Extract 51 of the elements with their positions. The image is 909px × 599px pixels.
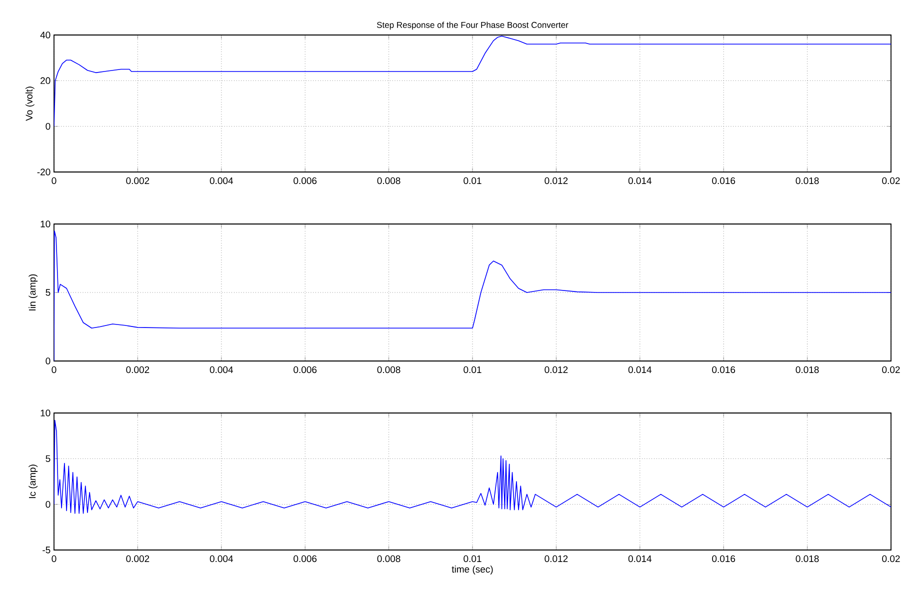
y-axis-title: Iin (amp) <box>28 274 38 310</box>
x-tick-label: 0.002 <box>126 366 150 374</box>
x-tick-label: 0.016 <box>712 555 736 562</box>
x-tick-label: 0.014 <box>628 177 652 184</box>
x-tick-label: 0.004 <box>210 366 234 374</box>
y-tick-label: 0 <box>46 500 50 508</box>
x-tick-label: 0.012 <box>544 366 568 374</box>
x-tick-label: 0.01 <box>464 177 482 184</box>
y-tick-label: 10 <box>40 220 50 228</box>
y-axis-title: Vo (volt) <box>26 86 34 121</box>
x-tick-label: 0.012 <box>544 177 568 184</box>
y-tick-label: -20 <box>37 168 50 176</box>
x-tick-label: 0.016 <box>712 366 736 374</box>
x-tick-label: 0 <box>52 555 56 562</box>
x-tick-label: 0.016 <box>712 177 736 184</box>
x-tick-label: 0.02 <box>882 555 900 562</box>
y-tick-label: 20 <box>40 77 50 84</box>
x-tick-label: 0 <box>52 366 56 374</box>
x-tick-label: 0.018 <box>796 366 819 374</box>
x-tick-label: 0.012 <box>544 555 568 562</box>
y-tick-label: 40 <box>40 32 50 38</box>
y-tick-label: 5 <box>46 455 50 462</box>
chart-title: Step Response of the Four Phase Boost Converter <box>376 22 568 30</box>
x-tick-label: 0.02 <box>882 366 900 374</box>
x-tick-label: 0 <box>52 177 56 184</box>
x-tick-label: 0.004 <box>210 555 234 562</box>
x-tick-label: 0.01 <box>464 366 482 374</box>
y-tick-label: -5 <box>42 546 50 554</box>
y-axis-title: Ic (amp) <box>28 464 38 498</box>
x-tick-label: 0.01 <box>464 555 482 562</box>
x-tick-label: 0.002 <box>126 177 150 184</box>
x-tick-label: 0.008 <box>377 177 400 184</box>
x-tick-label: 0.018 <box>796 177 819 184</box>
y-tick-label: 0 <box>46 358 50 364</box>
x-tick-label: 0.018 <box>796 555 819 562</box>
y-tick-label: 0 <box>46 122 50 130</box>
y-tick-label: 10 <box>40 410 50 416</box>
x-tick-label: 0.02 <box>882 177 900 184</box>
line-series <box>54 36 892 127</box>
line-series <box>54 420 892 514</box>
x-tick-label: 0.014 <box>628 366 652 374</box>
y-tick-label: 5 <box>46 289 50 296</box>
x-tick-label: 0.006 <box>294 177 317 184</box>
x-tick-label: 0.006 <box>294 555 317 562</box>
x-tick-label: 0.008 <box>377 555 400 562</box>
x-tick-label: 0.014 <box>628 555 652 562</box>
x-axis-title: time (sec) <box>452 566 493 574</box>
x-tick-label: 0.002 <box>126 555 150 562</box>
x-tick-label: 0.006 <box>294 366 317 374</box>
x-tick-label: 0.004 <box>210 177 234 184</box>
x-tick-label: 0.008 <box>377 366 400 374</box>
